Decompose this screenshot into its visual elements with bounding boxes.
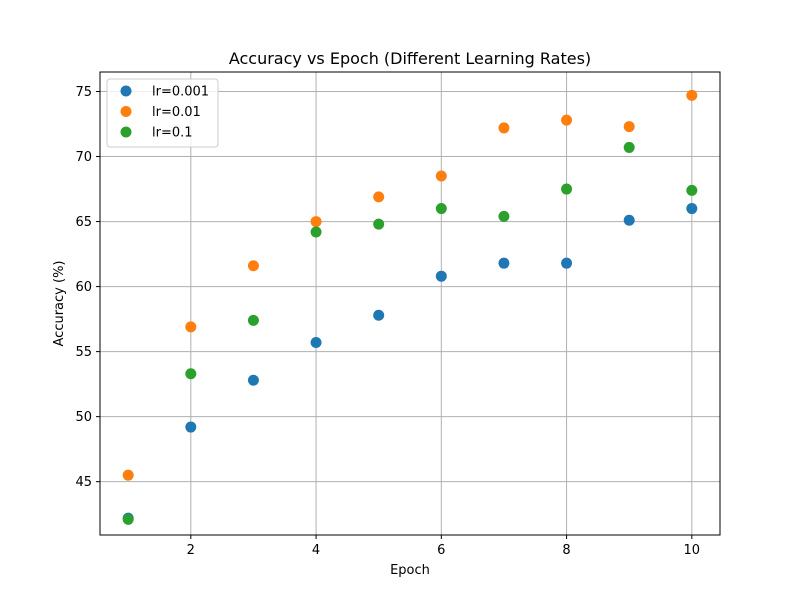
x-tick-label: 2	[187, 543, 195, 558]
data-point	[247, 314, 259, 326]
y-tick-label: 55	[75, 345, 92, 360]
data-point	[310, 216, 322, 228]
legend-label: lr=0.001	[152, 85, 209, 100]
data-point	[435, 170, 447, 182]
data-point	[498, 122, 510, 134]
plot-frame	[99, 71, 721, 536]
data-point	[185, 368, 197, 380]
y-tick-label: 75	[75, 85, 92, 100]
data-point	[498, 210, 510, 222]
data-point	[623, 121, 635, 133]
data-point	[310, 226, 322, 238]
x-tick-label: 8	[562, 543, 570, 558]
legend-label: lr=0.1	[152, 126, 193, 141]
y-tick-label: 50	[75, 410, 92, 425]
data-point	[373, 191, 385, 203]
axis-ticks: 2 4 6 8 10 45 50 55 60 65 70 75	[75, 85, 700, 558]
data-point	[686, 89, 698, 101]
data-point	[498, 257, 510, 269]
data-point	[561, 257, 573, 269]
data-point	[623, 141, 635, 153]
data-point	[686, 184, 698, 196]
y-tick-label: 65	[75, 215, 92, 230]
y-tick-label: 60	[75, 280, 92, 295]
x-axis-label: Epoch	[390, 563, 430, 578]
data-point	[561, 183, 573, 195]
data-point	[373, 218, 385, 230]
data-point	[435, 203, 447, 215]
legend-marker	[120, 126, 132, 138]
legend-marker	[120, 106, 132, 117]
legend-marker	[120, 85, 132, 97]
data-point	[185, 321, 197, 333]
legend-box	[106, 78, 219, 148]
data-point	[122, 469, 134, 481]
data-point	[247, 260, 259, 272]
x-tick-label: 10	[684, 543, 701, 558]
y-axis-label: Accuracy (%)	[52, 261, 67, 347]
x-tick-label: 4	[312, 543, 320, 558]
data-point	[373, 309, 385, 321]
data-point	[122, 513, 134, 525]
data-points	[122, 89, 698, 525]
data-point	[435, 270, 447, 282]
legend: lr=0.001 lr=0.01 lr=0.1	[106, 78, 219, 148]
legend-label: lr=0.01	[152, 105, 201, 120]
data-point	[561, 114, 573, 126]
y-tick-label: 70	[75, 150, 92, 165]
data-point	[623, 214, 635, 226]
data-point	[185, 421, 197, 433]
data-point	[310, 337, 322, 349]
x-tick-label: 6	[437, 543, 445, 558]
chart-title: Accuracy vs Epoch (Different Learning Ra…	[229, 49, 591, 68]
data-point	[247, 374, 259, 386]
data-point	[686, 203, 698, 215]
y-tick-label: 45	[75, 475, 92, 490]
